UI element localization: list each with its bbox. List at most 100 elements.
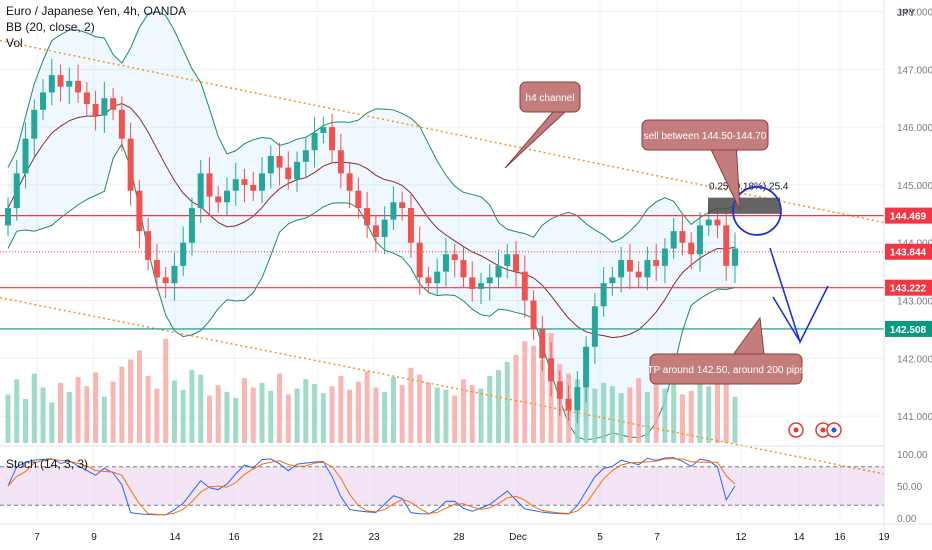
candle-body [372, 225, 379, 237]
event-dot-core [820, 427, 826, 433]
y-tick-label: 147.000 [897, 65, 932, 76]
volume-bar [31, 373, 37, 443]
volume-bar [618, 393, 624, 443]
candle-body [13, 173, 20, 209]
candle-body [206, 173, 213, 197]
volume-bar [198, 374, 204, 443]
channel-lower-line [0, 296, 885, 475]
volume-bar [399, 385, 405, 443]
volume-bar [434, 387, 440, 443]
x-tick-label: 21 [312, 532, 324, 543]
candle-body [311, 132, 318, 151]
candle-body [591, 306, 598, 347]
volume-bar [84, 386, 90, 443]
price-tag [885, 279, 932, 296]
candle-body [425, 277, 432, 284]
candle-body [57, 75, 64, 87]
candle-body [118, 109, 125, 139]
candle-body [416, 242, 423, 278]
candle-body [460, 260, 467, 278]
volume-bar [531, 345, 537, 443]
sell-zone-callout: sell between 144.50-144.70 [641, 119, 769, 211]
candle-body [232, 179, 239, 191]
volume-bar [14, 379, 20, 443]
candle-body [661, 248, 668, 266]
volume-bar [644, 392, 650, 443]
candle-body [626, 260, 633, 272]
candle-body [355, 190, 362, 209]
y-tick-label: 141.000 [897, 412, 932, 423]
candle-body [732, 248, 738, 266]
volume-indicator-label[interactable]: Vol [6, 36, 23, 50]
candle-body [714, 219, 721, 226]
currency-label: JPY [897, 8, 916, 19]
candle-body [670, 231, 677, 249]
volume-bar [653, 383, 659, 443]
candle-body [92, 104, 99, 116]
stoch-tick-label: 100.00 [897, 450, 928, 461]
volume-bar [671, 374, 677, 443]
x-tick-label: 5 [597, 532, 603, 543]
price-tag-text: 143.222 [890, 284, 927, 295]
volume-bar [347, 389, 353, 443]
candle-body [469, 277, 476, 289]
volume-bar [522, 341, 528, 443]
volume-bar [23, 399, 29, 443]
volume-bar [189, 370, 195, 443]
symbol-title: Euro / Japanese Yen, 4h, OANDA [6, 4, 187, 18]
bb-indicator-label[interactable]: BB (20, close, 2) [6, 20, 95, 34]
candle-body [5, 208, 11, 226]
channel-upper-line [0, 39, 885, 224]
candle-body [574, 387, 581, 411]
price-tag-text: 143.844 [890, 248, 927, 259]
callout-tail [732, 316, 765, 355]
tp-callout: TP around 142.50, around 200 pips [647, 316, 805, 385]
candle-body [442, 254, 449, 272]
volume-bar [679, 394, 685, 443]
sell-circle [732, 186, 782, 236]
candle-body [565, 398, 572, 411]
projection-path [769, 247, 829, 345]
x-tick-label: Dec [509, 532, 527, 543]
volume-bar [277, 373, 283, 443]
y-tick-label: 146.000 [897, 123, 932, 134]
volume-bar [241, 378, 247, 443]
volume-bar [250, 387, 256, 443]
candle-body [180, 242, 187, 266]
candle-body [434, 271, 441, 284]
candle-body [31, 109, 38, 139]
y-tick-label: 148.000 [897, 8, 932, 19]
volume-bar [58, 382, 64, 443]
candle-body [556, 381, 563, 399]
volume-bar [338, 375, 344, 443]
candle-body [653, 260, 660, 266]
candle-body [188, 208, 195, 243]
measure-label: 0.25 (0.18%) 25.4 [709, 182, 789, 193]
volume-bar [627, 387, 633, 443]
x-tick-label: 16 [834, 532, 846, 543]
volume-bar [224, 392, 230, 443]
volume-bar [662, 388, 668, 443]
candle-body [495, 265, 502, 278]
candle-body [451, 254, 458, 261]
candle-body [267, 156, 274, 174]
stoch-band-fill [0, 466, 884, 506]
x-tick-label: 16 [228, 532, 240, 543]
volume-bar [66, 392, 72, 443]
candle-body [548, 358, 555, 382]
candle-body [127, 138, 134, 191]
bollinger-upper-line [7, 11, 736, 243]
bollinger-band-fill [8, 11, 735, 440]
candle-body [705, 219, 712, 226]
volume-bar [469, 385, 475, 443]
volume-bar [49, 402, 55, 443]
candle-body [407, 208, 414, 243]
volume-bar [206, 395, 212, 443]
candle-body [22, 138, 29, 174]
candle-body [696, 225, 703, 255]
candle-body [381, 219, 388, 237]
stoch-indicator-label[interactable]: Stoch (14, 3, 3) [6, 457, 89, 471]
candle-body [399, 202, 406, 209]
price-tag [885, 320, 932, 337]
